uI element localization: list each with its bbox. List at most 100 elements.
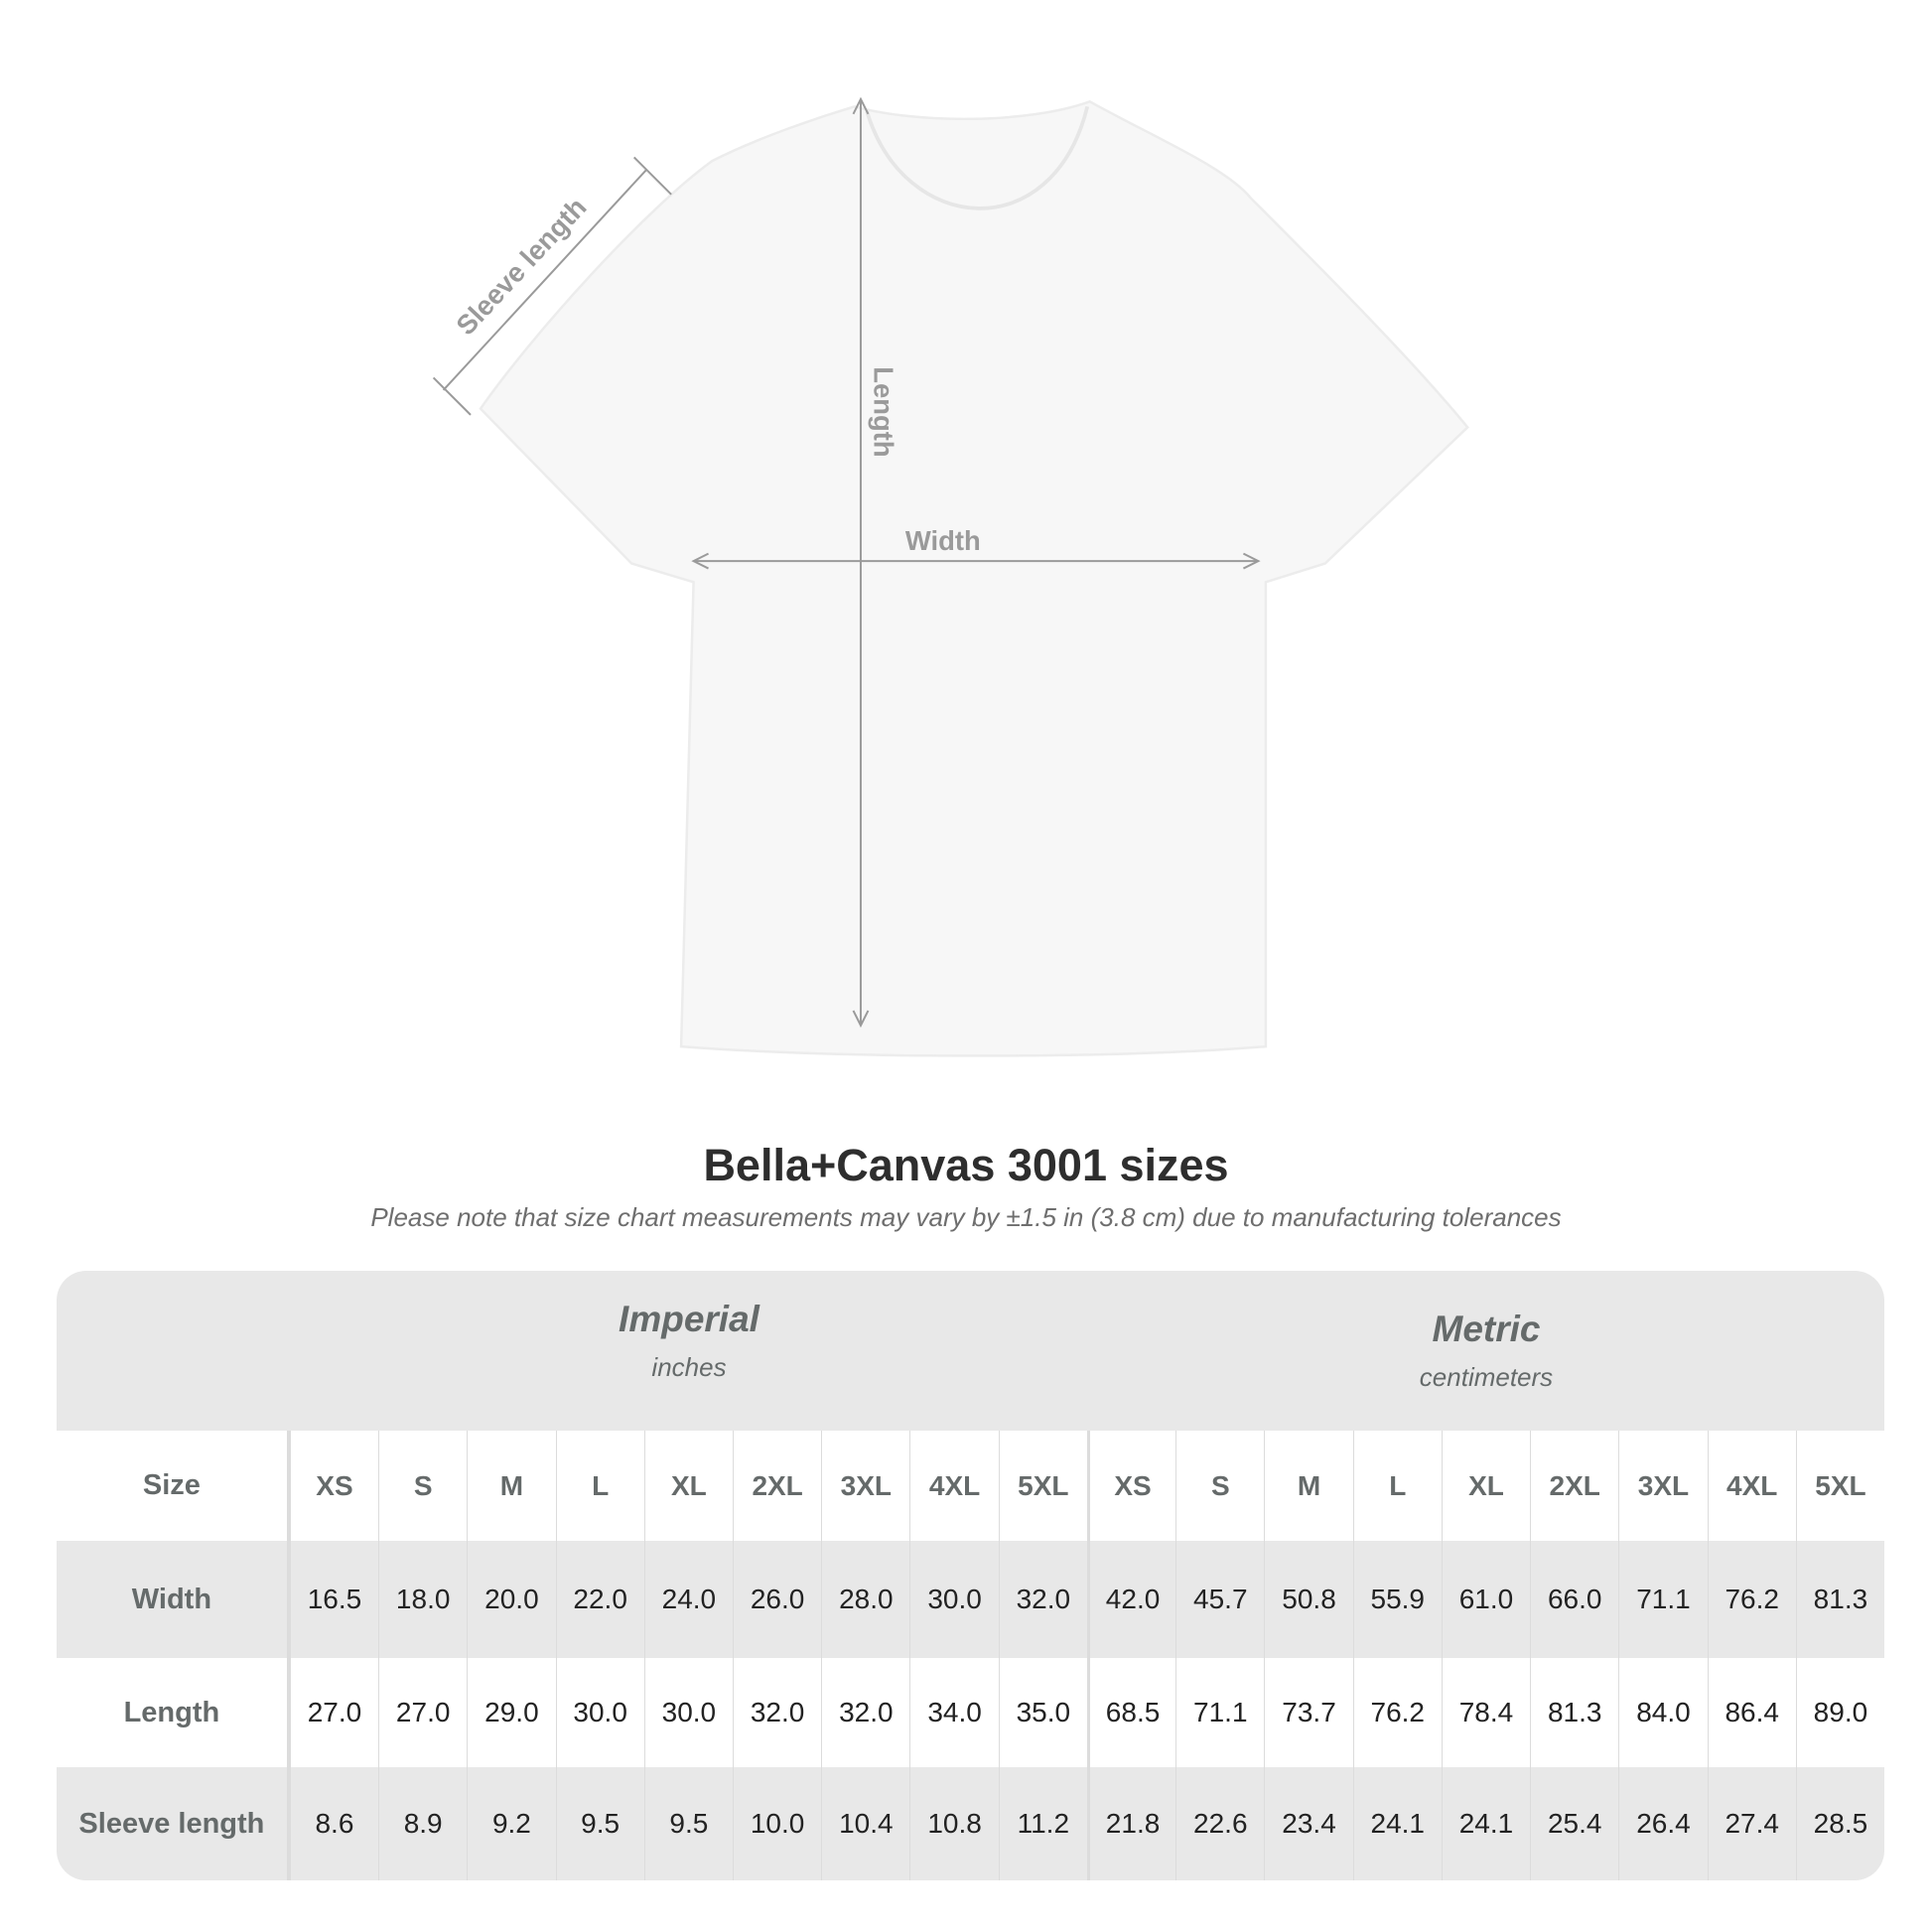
sleeve-measure-line xyxy=(442,169,647,391)
length-label: Length xyxy=(869,366,899,457)
imperial-value-cell: 10.0 xyxy=(733,1767,821,1880)
size-header-row: Size XS S M L XL 2XL 3XL 4XL 5XL XS S M L XL 2XL 3XL 4XL 5… xyxy=(57,1431,1884,1541)
metric-value-cell: 45.7 xyxy=(1175,1541,1264,1658)
metric-value-cell: 27.4 xyxy=(1707,1767,1796,1880)
imperial-value-cell: 30.0 xyxy=(909,1541,998,1658)
size-header-cell: XL xyxy=(643,1431,733,1541)
metric-unit: centimeters xyxy=(1419,1362,1554,1392)
imperial-value-cell: 32.0 xyxy=(733,1658,821,1767)
metric-value-cell: 21.8 xyxy=(1086,1767,1175,1880)
size-header-cell: 2XL xyxy=(1530,1431,1618,1541)
size-header-cell: M xyxy=(1264,1431,1352,1541)
table-header-band: Imperial inches Metric centimeters xyxy=(57,1271,1884,1431)
imperial-value-cell: 30.0 xyxy=(643,1658,733,1767)
metric-value-cell: 26.4 xyxy=(1618,1767,1707,1880)
metric-value-cell: 73.7 xyxy=(1264,1658,1352,1767)
metric-value-cell: 25.4 xyxy=(1530,1767,1618,1880)
size-table: Imperial inches Metric centimeters Size X… xyxy=(57,1271,1884,1880)
size-header-cell: S xyxy=(378,1431,467,1541)
size-header-cell: 5XL xyxy=(1795,1431,1884,1541)
imperial-value-cell: 10.8 xyxy=(909,1767,998,1880)
metric-value-cell: 50.8 xyxy=(1264,1541,1352,1658)
metric-value-cell: 68.5 xyxy=(1086,1658,1175,1767)
metric-value-cell: 42.0 xyxy=(1086,1541,1175,1658)
size-header-cell: 5XL xyxy=(998,1431,1087,1541)
metric-value-cell: 84.0 xyxy=(1618,1658,1707,1767)
page-title: Bella+Canvas 3001 sizes xyxy=(703,1140,1229,1190)
imperial-value-cell: 32.0 xyxy=(998,1541,1087,1658)
metric-value-cell: 81.3 xyxy=(1795,1541,1884,1658)
size-header-cell: XS xyxy=(289,1431,378,1541)
table-row: Length 27.0 27.0 29.0 30.0 30.0 32.0 32.0 34.0 35… xyxy=(57,1658,1884,1767)
size-header-cell: S xyxy=(1175,1431,1264,1541)
size-header-cell: 3XL xyxy=(821,1431,909,1541)
metric-value-cell: 61.0 xyxy=(1441,1541,1530,1658)
metric-value-cell: 76.2 xyxy=(1707,1541,1796,1658)
imperial-title: Imperial xyxy=(619,1299,759,1339)
imperial-value-cell: 29.0 xyxy=(467,1658,555,1767)
metric-value-cell: 86.4 xyxy=(1707,1658,1796,1767)
size-header-cell: 4XL xyxy=(1707,1431,1796,1541)
row-label: Size xyxy=(57,1431,290,1541)
size-header-cell: 4XL xyxy=(909,1431,998,1541)
table-row: Sleeve length 8.6 8.9 9.2 9.5 9.5 10.0 10.4 10.8… xyxy=(57,1767,1884,1880)
imperial-value-cell: 34.0 xyxy=(909,1658,998,1767)
arrowhead-icon xyxy=(852,1010,870,1029)
sleeve-end-tick xyxy=(632,156,672,196)
metric-title: Metric xyxy=(1432,1309,1541,1349)
imperial-value-cell: 10.4 xyxy=(821,1767,909,1880)
metric-value-cell: 89.0 xyxy=(1795,1658,1884,1767)
row-label: Sleeve length xyxy=(57,1767,290,1880)
imperial-value-cell: 9.2 xyxy=(467,1767,555,1880)
size-header-cell: 3XL xyxy=(1618,1431,1707,1541)
size-header-cell: L xyxy=(555,1431,644,1541)
metric-value-cell: 24.1 xyxy=(1441,1767,1530,1880)
metric-value-cell: 76.2 xyxy=(1352,1658,1442,1767)
metric-value-cell: 24.1 xyxy=(1352,1767,1442,1880)
imperial-value-cell: 27.0 xyxy=(378,1658,467,1767)
metric-value-cell: 22.6 xyxy=(1175,1767,1264,1880)
size-header-cell: XL xyxy=(1441,1431,1530,1541)
metric-value-cell: 55.9 xyxy=(1352,1541,1442,1658)
imperial-value-cell: 20.0 xyxy=(467,1541,555,1658)
row-label: Width xyxy=(57,1541,290,1658)
metric-value-cell: 81.3 xyxy=(1530,1658,1618,1767)
metric-value-cell: 78.4 xyxy=(1441,1658,1530,1767)
arrowhead-icon xyxy=(1242,552,1261,570)
metric-value-cell: 71.1 xyxy=(1618,1541,1707,1658)
imperial-value-cell: 9.5 xyxy=(555,1767,644,1880)
table-row: Width 16.5 18.0 20.0 22.0 24.0 26.0 28.0 30.0 32.… xyxy=(57,1541,1884,1658)
metric-value-cell: 23.4 xyxy=(1264,1767,1352,1880)
size-header-cell: M xyxy=(467,1431,555,1541)
size-header-cell: 2XL xyxy=(733,1431,821,1541)
metric-value-cell: 66.0 xyxy=(1530,1541,1618,1658)
size-header-cell: L xyxy=(1352,1431,1442,1541)
imperial-value-cell: 28.0 xyxy=(821,1541,909,1658)
imperial-value-cell: 8.6 xyxy=(289,1767,378,1880)
imperial-value-cell: 24.0 xyxy=(643,1541,733,1658)
imperial-value-cell: 35.0 xyxy=(998,1658,1087,1767)
metric-header: Metric centimeters xyxy=(1088,1309,1884,1393)
imperial-value-cell: 27.0 xyxy=(289,1658,378,1767)
tolerance-note: Please note that size chart measurements… xyxy=(370,1202,1562,1232)
imperial-header: Imperial inches xyxy=(290,1299,1088,1383)
metric-value-cell: 28.5 xyxy=(1795,1767,1884,1880)
imperial-value-cell: 32.0 xyxy=(821,1658,909,1767)
imperial-unit: inches xyxy=(651,1352,727,1382)
imperial-value-cell: 26.0 xyxy=(733,1541,821,1658)
metric-value-cell: 71.1 xyxy=(1175,1658,1264,1767)
sleeve-end-tick xyxy=(432,376,472,416)
arrowhead-icon xyxy=(691,552,709,570)
tshirt-collar xyxy=(865,105,1090,210)
tshirt-image xyxy=(479,99,1469,1057)
imperial-value-cell: 8.9 xyxy=(378,1767,467,1880)
imperial-value-cell: 16.5 xyxy=(289,1541,378,1658)
row-label: Length xyxy=(57,1658,290,1767)
width-label: Width xyxy=(905,525,981,556)
imperial-value-cell: 30.0 xyxy=(555,1658,644,1767)
imperial-value-cell: 9.5 xyxy=(643,1767,733,1880)
imperial-value-cell: 18.0 xyxy=(378,1541,467,1658)
size-header-cell: XS xyxy=(1086,1431,1175,1541)
imperial-value-cell: 11.2 xyxy=(998,1767,1087,1880)
